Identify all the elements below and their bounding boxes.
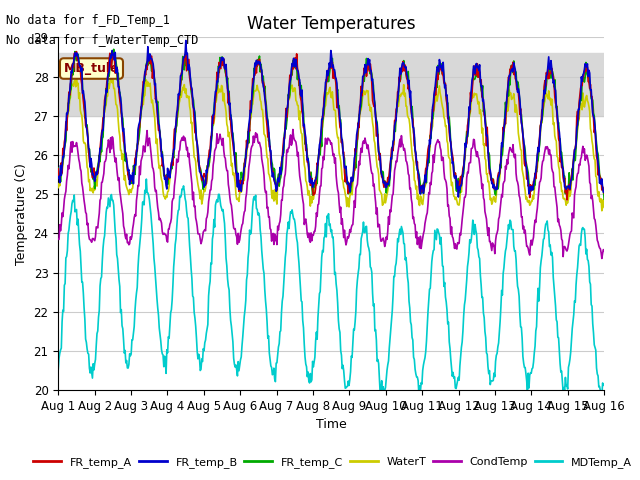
Text: No data for f_WaterTemp_CTD: No data for f_WaterTemp_CTD bbox=[6, 34, 199, 47]
X-axis label: Time: Time bbox=[316, 419, 347, 432]
Text: MB_tule: MB_tule bbox=[64, 62, 119, 75]
Bar bbox=[58, 53, 604, 116]
Legend: FR_temp_A, FR_temp_B, FR_temp_C, WaterT, CondTemp, MDTemp_A: FR_temp_A, FR_temp_B, FR_temp_C, WaterT,… bbox=[29, 452, 637, 472]
Text: No data for f_FD_Temp_1: No data for f_FD_Temp_1 bbox=[6, 14, 170, 27]
Y-axis label: Temperature (C): Temperature (C) bbox=[15, 163, 28, 264]
Title: Water Temperatures: Water Temperatures bbox=[247, 15, 415, 33]
